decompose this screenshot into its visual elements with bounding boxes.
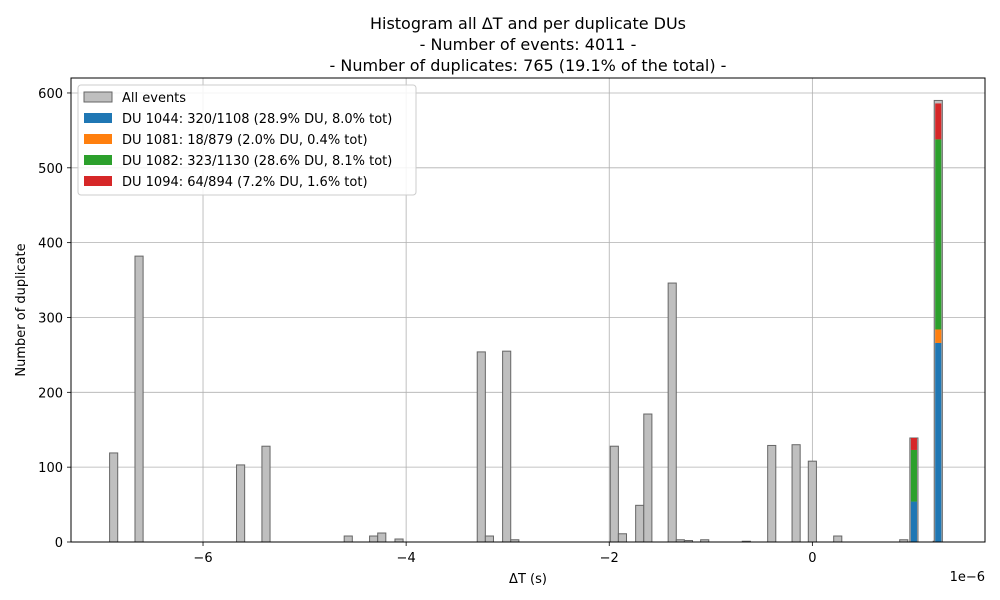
all-events-bar: [667, 282, 677, 543]
all-events-bar: [134, 255, 144, 543]
stacked-du-bars: [910, 103, 942, 542]
legend-swatch: [84, 134, 112, 144]
x-tick-label: −2: [600, 551, 619, 566]
legend: All events DU 1044: 320/1108 (28.9% DU, 8…: [77, 84, 417, 196]
legend-swatch: [84, 155, 112, 165]
du-stack-segment: [935, 139, 942, 330]
chart-title-line-3: - Number of duplicates: 765 (19.1% of th…: [330, 56, 727, 75]
all-events-bar: [484, 535, 494, 543]
du-stack-segment: [910, 501, 917, 542]
du-stack-segment: [910, 449, 917, 502]
y-tick-label: 200: [38, 386, 63, 401]
y-tick-label: 500: [38, 162, 63, 177]
all-events-bar: [343, 535, 353, 543]
legend-swatch: [84, 113, 112, 123]
legend-swatch: [83, 91, 113, 103]
legend-label: DU 1094: 64/894 (7.2% DU, 1.6% tot): [122, 175, 368, 190]
all-events-bar: [369, 535, 379, 543]
all-events-bar: [617, 533, 628, 543]
plot-frame: [70, 77, 986, 543]
du-stack-segment: [935, 103, 942, 140]
du-stack-segment: [910, 437, 917, 450]
all-events-bar: [109, 452, 119, 543]
legend-label: DU 1082: 323/1130 (28.6% DU, 8.1% tot): [122, 154, 392, 169]
du-stack-segment: [935, 342, 942, 542]
du-stack-segment: [935, 329, 942, 343]
all-events-bar: [377, 532, 387, 543]
all-events-bar: [767, 444, 777, 543]
x-tick-label: −6: [193, 551, 212, 566]
legend-label: DU 1081: 18/879 (2.0% DU, 0.4% tot): [122, 133, 368, 148]
chart-title-line-2: - Number of events: 4011 -: [420, 35, 637, 54]
x-tick-label: −4: [397, 551, 416, 566]
y-axis-ticks: 0 100 200 300 400 500 600: [38, 87, 71, 551]
y-axis-label: Number of duplicate: [14, 243, 29, 376]
legend-label: DU 1044: 320/1108 (28.9% DU, 8.0% tot): [122, 112, 392, 127]
legend-label: All events: [122, 91, 186, 106]
x-axis-label: ΔT (s): [509, 572, 547, 587]
y-tick-label: 0: [55, 536, 63, 551]
x-axis-ticks: −6 −4 −2 0: [193, 542, 816, 566]
all-events-bar: [609, 445, 619, 543]
all-events-bar: [261, 445, 271, 543]
x-axis-offset-label: 1e−6: [950, 570, 985, 585]
chart-title-line-1: Histogram all ΔT and per duplicate DUs: [370, 14, 686, 33]
x-tick-label: 0: [808, 551, 816, 566]
all-events-bar: [791, 444, 801, 543]
all-events-bar: [502, 350, 512, 543]
all-events-bar: [807, 460, 817, 543]
all-events-bar: [635, 504, 645, 543]
all-events-bar: [236, 464, 246, 543]
legend-swatch: [84, 176, 112, 186]
y-tick-label: 600: [38, 87, 63, 102]
all-events-bar: [476, 351, 486, 543]
y-tick-label: 400: [38, 237, 63, 252]
all-events-bar: [643, 413, 653, 543]
legend-frame: [77, 84, 417, 196]
y-tick-label: 300: [38, 311, 63, 326]
y-tick-label: 100: [38, 461, 63, 476]
all-events-bar: [833, 535, 843, 543]
